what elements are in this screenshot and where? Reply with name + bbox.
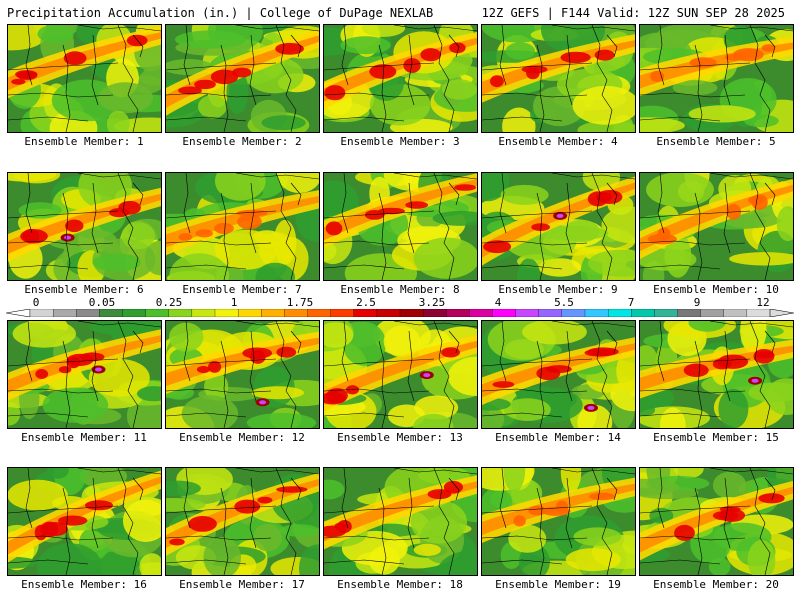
precip-map: [166, 321, 319, 428]
member-label: Ensemble Member: 11: [21, 431, 147, 444]
member-label: Ensemble Member: 15: [653, 431, 779, 444]
member-label: Ensemble Member: 14: [495, 431, 621, 444]
member-map-2: [165, 24, 320, 133]
colorbar-tick-label: 1: [230, 296, 238, 309]
member-label: Ensemble Member: 16: [21, 578, 147, 591]
member-label: Ensemble Member: 17: [179, 578, 305, 591]
precip-map: [482, 25, 635, 132]
precip-map: [482, 468, 635, 575]
member-map-9: [481, 172, 636, 281]
member-map-1: [7, 24, 162, 133]
precip-map: [640, 25, 793, 132]
colorbar-tick-label: 0: [32, 296, 40, 309]
member-map-10: [639, 172, 794, 281]
member-map-16: [7, 467, 162, 576]
colorbar-tick-label: 9: [693, 296, 701, 309]
precip-map: [324, 25, 477, 132]
precip-map: [166, 25, 319, 132]
member-label: Ensemble Member: 10: [653, 283, 779, 296]
precip-map: [8, 321, 161, 428]
member-map-15: [639, 320, 794, 429]
member-map-8: [323, 172, 478, 281]
member-label: Ensemble Member: 18: [337, 578, 463, 591]
member-map-20: [639, 467, 794, 576]
precip-map: [482, 321, 635, 428]
member-label: Ensemble Member: 13: [337, 431, 463, 444]
member-map-3: [323, 24, 478, 133]
run-info: 12Z GEFS | F144 Valid: 12Z SUN SEP 28 20…: [481, 6, 785, 20]
colorbar-tick-label: 4: [494, 296, 502, 309]
member-map-17: [165, 467, 320, 576]
precip-map: [640, 173, 793, 280]
page-title: Precipitation Accumulation (in.) | Colle…: [7, 6, 434, 20]
colorbar: [6, 309, 794, 317]
precip-map: [324, 173, 477, 280]
precip-map: [640, 468, 793, 575]
colorbar-tick-label: 0.25: [155, 296, 183, 309]
member-label: Ensemble Member: 6: [24, 283, 144, 296]
precip-map: [482, 173, 635, 280]
precip-map: [8, 173, 161, 280]
member-map-18: [323, 467, 478, 576]
member-label: Ensemble Member: 3: [340, 135, 460, 148]
member-label: Ensemble Member: 8: [340, 283, 460, 296]
precip-map: [8, 468, 161, 575]
member-map-11: [7, 320, 162, 429]
member-map-12: [165, 320, 320, 429]
colorbar-tick-label: 12: [756, 296, 770, 309]
member-label: Ensemble Member: 9: [498, 283, 618, 296]
member-label: Ensemble Member: 4: [498, 135, 618, 148]
member-map-13: [323, 320, 478, 429]
precip-map: [324, 321, 477, 428]
colorbar-tick-label: 3.25: [418, 296, 446, 309]
precip-map: [166, 173, 319, 280]
member-map-14: [481, 320, 636, 429]
member-label: Ensemble Member: 19: [495, 578, 621, 591]
member-label: Ensemble Member: 7: [182, 283, 302, 296]
colorbar-tick-label: 7: [627, 296, 635, 309]
member-map-5: [639, 24, 794, 133]
colorbar-tick-label: 0.05: [88, 296, 116, 309]
member-map-6: [7, 172, 162, 281]
colorbar-tick-label: 5.5: [554, 296, 574, 309]
member-map-4: [481, 24, 636, 133]
precip-map: [166, 468, 319, 575]
member-label: Ensemble Member: 20: [653, 578, 779, 591]
member-label: Ensemble Member: 1: [24, 135, 144, 148]
precip-map: [324, 468, 477, 575]
member-label: Ensemble Member: 2: [182, 135, 302, 148]
member-label: Ensemble Member: 12: [179, 431, 305, 444]
precip-map: [640, 321, 793, 428]
member-map-19: [481, 467, 636, 576]
member-map-7: [165, 172, 320, 281]
precip-map: [8, 25, 161, 132]
member-label: Ensemble Member: 5: [656, 135, 776, 148]
colorbar-tick-label: 2.5: [356, 296, 376, 309]
colorbar-tick-label: 1.75: [286, 296, 314, 309]
